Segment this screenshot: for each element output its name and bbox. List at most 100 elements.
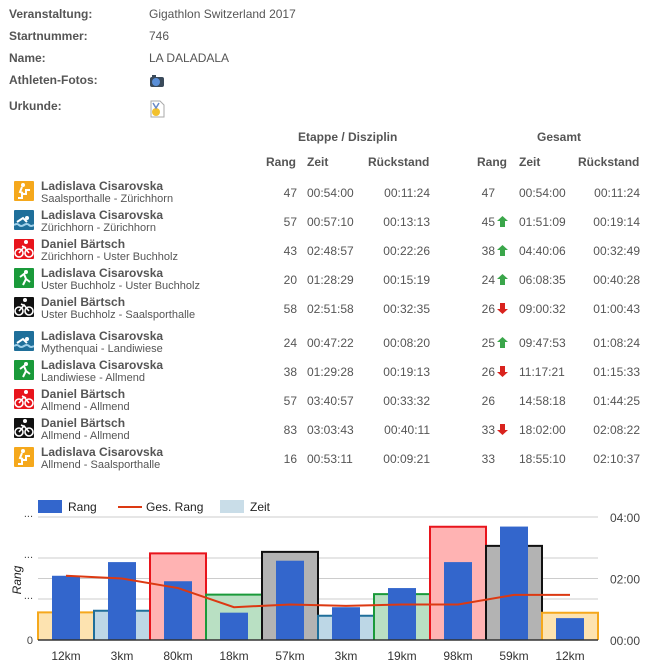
bike-icon bbox=[14, 389, 34, 409]
run-icon bbox=[14, 268, 34, 288]
x-tick-label: 12km bbox=[51, 649, 80, 663]
arrow-up-icon bbox=[497, 274, 508, 285]
x-tick-label: 18km bbox=[219, 649, 248, 663]
stage-time: 01:28:29 bbox=[307, 273, 354, 287]
total-gap: 00:40:28 bbox=[593, 273, 640, 287]
certificate-icon[interactable] bbox=[149, 100, 165, 118]
info-label: Veranstaltung: bbox=[9, 7, 93, 21]
x-tick-label: 3km bbox=[111, 649, 134, 663]
table-row: Daniel Bärtsch Allmend - Allmend 57 03:40:5… bbox=[0, 387, 656, 415]
total-rank: 33 bbox=[481, 423, 495, 437]
stage-time: 00:54:00 bbox=[307, 186, 354, 200]
athlete-name: Daniel Bärtsch bbox=[41, 295, 126, 309]
arrow-up-icon bbox=[497, 337, 508, 348]
stage-time: 00:57:10 bbox=[307, 215, 354, 229]
total-gap: 02:08:22 bbox=[593, 423, 640, 437]
total-gap: 00:19:14 bbox=[593, 215, 640, 229]
column-header-rueckstand: Rückstand bbox=[578, 155, 640, 169]
column-header-zeit: Zeit bbox=[307, 155, 329, 169]
arrow-up-icon bbox=[497, 245, 508, 256]
legend-label: Rang bbox=[68, 500, 97, 514]
camera-icon[interactable] bbox=[149, 74, 165, 88]
rang-bar bbox=[220, 612, 248, 640]
x-tick-label: 57km bbox=[275, 649, 304, 663]
total-time: 18:55:10 bbox=[519, 452, 566, 466]
total-rank: 25 bbox=[481, 336, 495, 350]
arrow-down-icon bbox=[497, 424, 508, 435]
stage-route: Saalsporthalle - Zürichhorn bbox=[41, 193, 174, 205]
y-axis-title: Rang bbox=[10, 565, 24, 594]
legend-swatch-zeit bbox=[220, 500, 244, 513]
y-tick-label: ... bbox=[24, 590, 33, 602]
total-rank: 26 bbox=[481, 302, 495, 316]
athlete-name: Ladislava Cisarovska bbox=[41, 208, 164, 222]
stage-route: Uster Buchholz - Saalsporthalle bbox=[41, 309, 196, 321]
stage-gap: 00:13:13 bbox=[383, 215, 430, 229]
x-tick-label: 59km bbox=[499, 649, 528, 663]
stage-gap: 00:40:11 bbox=[384, 423, 430, 437]
total-rank: 47 bbox=[481, 186, 495, 200]
x-tick-label: 19km bbox=[387, 649, 416, 663]
stairs-icon bbox=[14, 181, 34, 201]
stage-time: 00:47:22 bbox=[307, 336, 354, 350]
stage-route: Mythenquai - Landiwiese bbox=[41, 343, 163, 355]
total-time: 01:51:09 bbox=[519, 215, 566, 229]
mtb-icon bbox=[14, 297, 34, 317]
total-gap: 00:11:24 bbox=[594, 186, 640, 200]
x-tick-label: 3km bbox=[335, 649, 358, 663]
total-rank: 26 bbox=[481, 365, 495, 379]
rang-bar bbox=[108, 562, 136, 640]
info-value: 746 bbox=[149, 29, 170, 43]
arrow-down-icon bbox=[497, 366, 508, 377]
stage-rank: 38 bbox=[283, 365, 297, 379]
rang-bar bbox=[276, 560, 304, 640]
athlete-name: Daniel Bärtsch bbox=[41, 387, 126, 401]
swim-icon bbox=[13, 210, 35, 230]
info-value: Gigathlon Switzerland 2017 bbox=[149, 7, 296, 21]
stage-gap: 00:11:24 bbox=[384, 186, 430, 200]
legend-label: Ges. Rang bbox=[146, 500, 203, 514]
athlete-name: Ladislava Cisarovska bbox=[41, 266, 164, 280]
column-header-zeit: Zeit bbox=[519, 155, 541, 169]
rang-bar bbox=[444, 562, 472, 640]
stage-rank: 57 bbox=[283, 394, 297, 408]
stage-route: Allmend - Saalsporthalle bbox=[41, 459, 161, 471]
legend-label: Zeit bbox=[250, 500, 271, 514]
stage-route: Zürichhorn - Zürichhorn bbox=[41, 222, 156, 234]
stage-time: 00:53:11 bbox=[307, 452, 353, 466]
info-value: LA DALADALA bbox=[149, 51, 230, 65]
stage-rank: 47 bbox=[283, 186, 297, 200]
stage-gap: 00:33:32 bbox=[383, 394, 430, 408]
ges-rang-line bbox=[65, 574, 570, 609]
athlete-name: Ladislava Cisarovska bbox=[41, 358, 164, 372]
y2-tick-label: 02:00 bbox=[610, 573, 640, 587]
rang-bar bbox=[388, 588, 416, 640]
x-tick-label: 98km bbox=[443, 649, 472, 663]
total-header: Gesamt bbox=[537, 130, 582, 144]
table-row: Ladislava Cisarovska Landiwiese - Allmend… bbox=[0, 358, 656, 386]
stage-gap: 00:15:19 bbox=[383, 273, 430, 287]
column-header-rang: Rang bbox=[266, 155, 296, 169]
table-row: Daniel Bärtsch Zürichhorn - Uster Buchhol… bbox=[0, 237, 656, 265]
athlete-name: Daniel Bärtsch bbox=[41, 416, 126, 430]
athlete-name: Ladislava Cisarovska bbox=[41, 445, 164, 459]
y-tick-label: ... bbox=[24, 508, 33, 520]
stairs-icon bbox=[14, 447, 34, 467]
info-label: Athleten-Fotos: bbox=[9, 73, 98, 87]
run-icon bbox=[14, 360, 34, 380]
rang-bar bbox=[556, 618, 584, 640]
table-row: Ladislava Cisarovska Uster Buchholz - Ust… bbox=[0, 266, 656, 294]
total-rank: 24 bbox=[481, 273, 495, 287]
stage-route: Uster Buchholz - Uster Buchholz bbox=[41, 280, 200, 292]
y2-tick-label: 04:00 bbox=[610, 511, 640, 525]
stage-rank: 58 bbox=[283, 302, 297, 316]
zeit-bar-outline bbox=[261, 550, 319, 640]
stage-time: 02:48:57 bbox=[307, 244, 354, 258]
stage-time: 03:03:43 bbox=[307, 423, 354, 437]
total-gap: 00:32:49 bbox=[593, 244, 640, 258]
total-gap: 01:08:24 bbox=[593, 336, 640, 350]
y-tick-label: ... bbox=[24, 549, 33, 561]
stage-route: Allmend - Allmend bbox=[41, 401, 130, 413]
zeit-bar-outline bbox=[541, 611, 599, 640]
